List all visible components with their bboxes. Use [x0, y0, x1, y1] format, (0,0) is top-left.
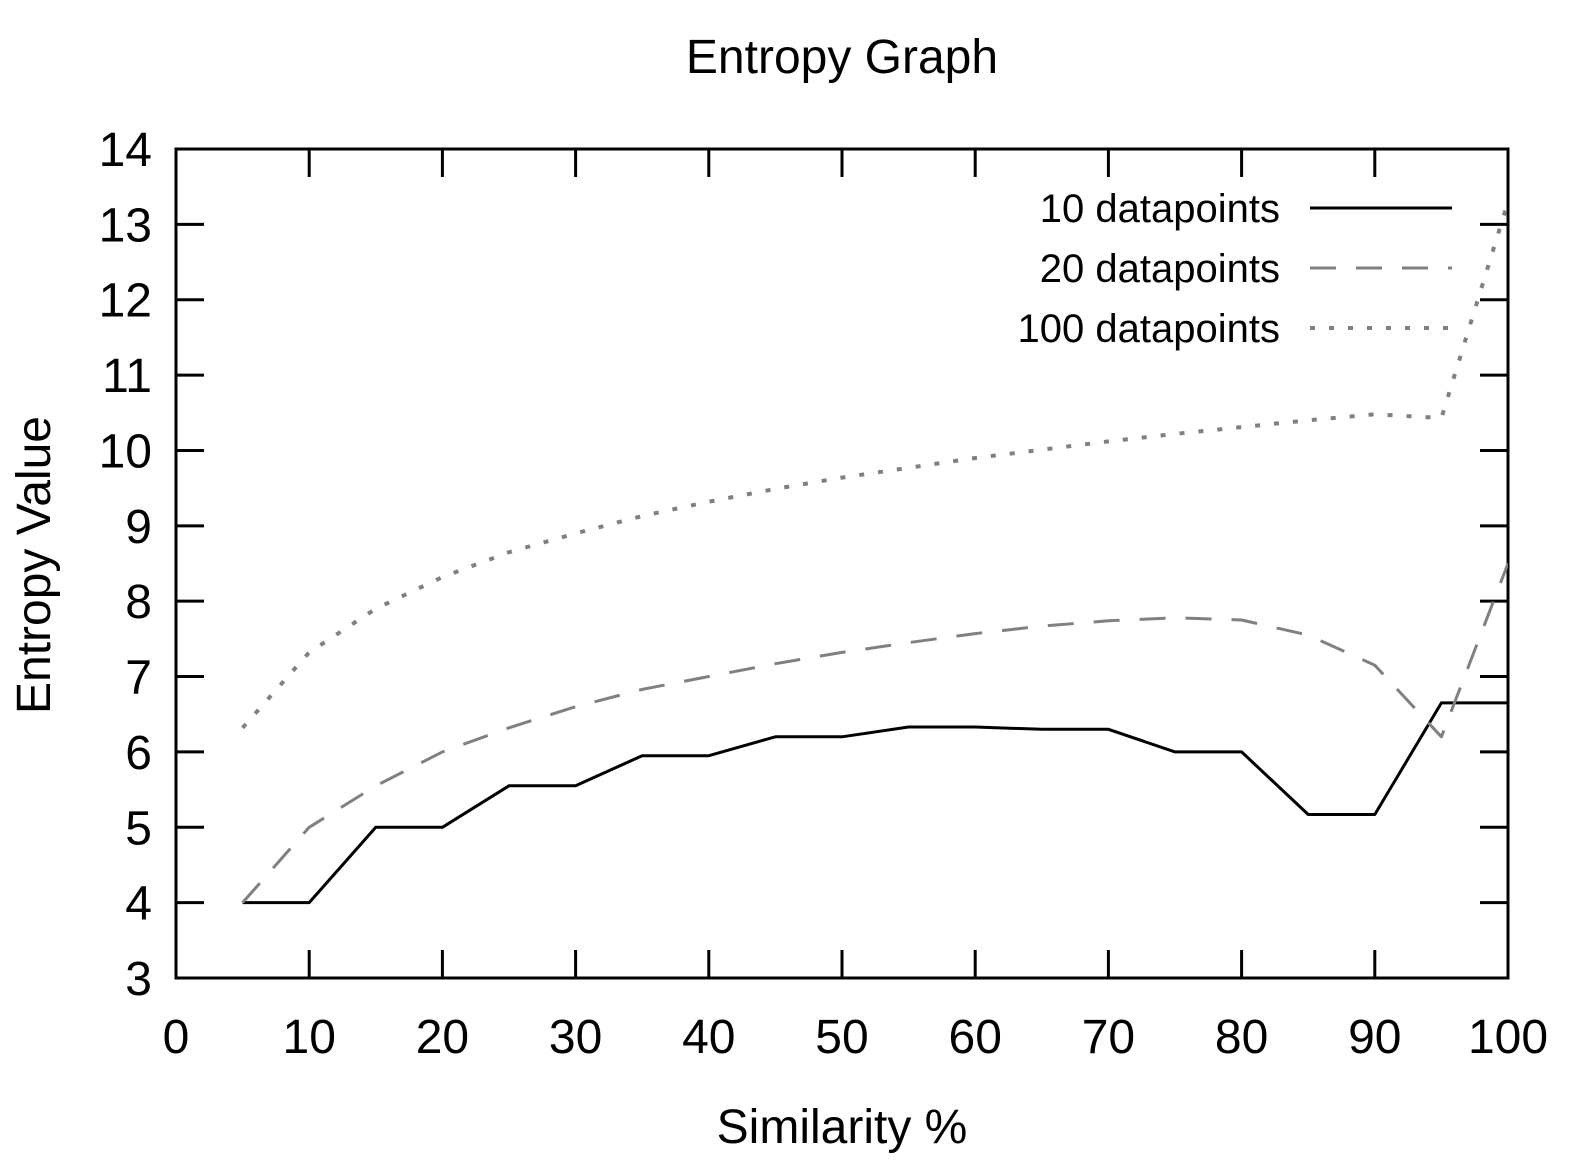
y-tick-label: 9: [125, 501, 152, 554]
legend-label-3: 100 datapoints: [1018, 307, 1280, 351]
x-tick-label: 10: [283, 1011, 336, 1064]
y-tick-label: 13: [99, 199, 152, 252]
series-line-2: [241, 562, 1508, 904]
y-tick-label: 4: [125, 878, 152, 931]
legend-label-1: 10 datapoints: [1040, 187, 1280, 231]
y-tick-label: 3: [125, 953, 152, 1006]
x-tick-label: 40: [682, 1011, 735, 1064]
series-line-1: [242, 701, 1508, 905]
x-axis-title: Similarity %: [717, 1101, 968, 1154]
plot-area: 0 10 20 30 40 50 60 70 80 90 100 3 4 5 6 7 8 9 10 11 12 13 14 1…: [99, 124, 1548, 1064]
y-tick-label: 5: [125, 802, 152, 855]
x-tick-label: 50: [815, 1011, 868, 1064]
x-tick-label: 90: [1348, 1011, 1401, 1064]
x-tick-label: 60: [949, 1011, 1002, 1064]
x-tick-label: 70: [1082, 1011, 1135, 1064]
chart-title: Entropy Graph: [686, 31, 998, 84]
x-tick-label: 100: [1468, 1011, 1548, 1064]
series-line-3: [241, 201, 1508, 730]
x-tick-label: 20: [416, 1011, 469, 1064]
y-tick-label: 7: [125, 652, 152, 705]
y-tick-label: 8: [125, 576, 152, 629]
y-tick-label: 6: [125, 727, 152, 780]
x-tick-label: 30: [549, 1011, 602, 1064]
plot-frame: [174, 147, 1510, 980]
y-tick-label: 12: [99, 275, 152, 328]
y-tick-label: 14: [99, 124, 152, 177]
x-tick-label: 80: [1215, 1011, 1268, 1064]
y-tick-label: 11: [102, 350, 152, 403]
y-axis-title: Entropy Value: [8, 416, 61, 714]
x-tick-label: 0: [163, 1011, 190, 1064]
y-tick-label: 10: [99, 425, 152, 478]
legend-label-2: 20 datapoints: [1040, 247, 1280, 291]
